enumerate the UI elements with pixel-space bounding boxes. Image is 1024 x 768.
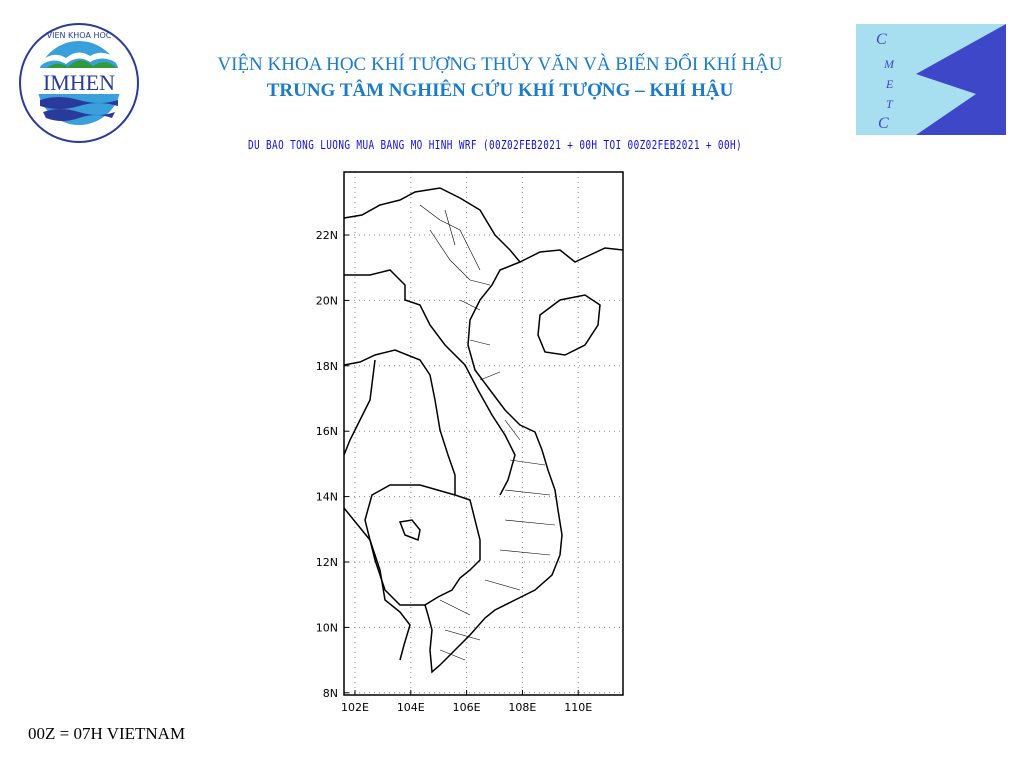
institute-title: VIỆN KHOA HỌC KHÍ TƯỢNG THỦY VĂN VÀ BIẾN… (217, 54, 783, 75)
lon-tick-label: 110E (564, 701, 592, 714)
svg-text:M: M (883, 57, 895, 71)
lon-tick-label: 106E (453, 701, 481, 714)
time-note: 00Z = 07H VIETNAM (28, 724, 186, 743)
laos-border (344, 269, 516, 496)
lat-tick-label: 10N (316, 621, 338, 634)
hainan-island (537, 294, 601, 356)
svg-text:E: E (885, 77, 894, 91)
lat-tick-label: 8N (323, 687, 338, 700)
lon-tick-label: 104E (397, 701, 425, 714)
svg-text:C: C (876, 31, 887, 48)
center-title: TRUNG TÂM NGHIÊN CỨU KHÍ TƯỢNG – KHÍ HẬU (266, 80, 734, 101)
tonle-sap (398, 519, 421, 542)
map-title: DU BAO TONG LUONG MUA BANG MO HINH WRF (… (247, 138, 743, 152)
lat-tick-label: 16N (316, 425, 338, 438)
map-frame (343, 171, 624, 696)
svg-text:IMHEN: IMHEN (43, 70, 115, 95)
svg-text:C: C (878, 115, 889, 132)
cmetc-logo: C M E T C (856, 24, 1006, 135)
lon-tick-label: 108E (508, 701, 536, 714)
lat-tick-label: 22N (316, 229, 338, 242)
thailand-coast (343, 507, 411, 661)
lat-tick-label: 20N (316, 294, 338, 307)
lon-tick-label: 102E (341, 701, 369, 714)
lat-tick-label: 14N (316, 491, 338, 504)
lat-tick-label: 12N (316, 556, 338, 569)
china-coast (519, 247, 624, 263)
graticule (344, 172, 623, 695)
coastline-borders (343, 187, 624, 674)
svg-text:T: T (886, 97, 894, 111)
vietnam-outline (343, 187, 563, 674)
imhen-logo: IMHEN VIEN KHOA HOC (19, 23, 139, 143)
svg-text:VIEN KHOA HOC: VIEN KHOA HOC (47, 31, 112, 40)
lat-tick-label: 18N (316, 360, 338, 373)
province-borders (419, 204, 556, 661)
cambodia-border (343, 359, 456, 606)
